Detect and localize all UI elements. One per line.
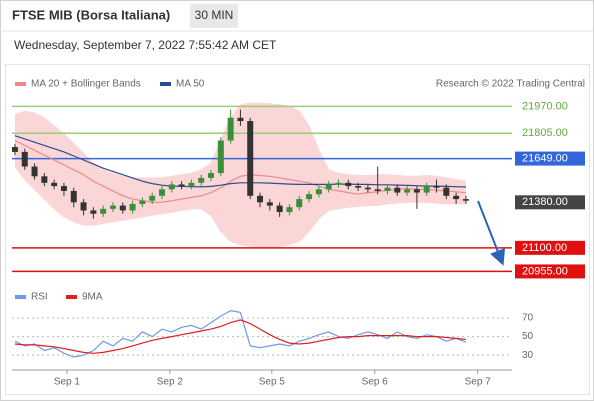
candle-body bbox=[11, 147, 18, 152]
candle-body bbox=[90, 210, 97, 214]
level-label: 21100.00 bbox=[522, 242, 567, 254]
candle-body bbox=[335, 182, 342, 185]
candle-body bbox=[413, 189, 420, 193]
candle-body bbox=[355, 186, 362, 188]
level-box bbox=[515, 195, 585, 210]
candle-body bbox=[168, 184, 175, 190]
timeframe: 30 MIN bbox=[195, 8, 234, 22]
candle-body bbox=[178, 184, 185, 187]
candle-body bbox=[80, 202, 87, 211]
candle-body bbox=[247, 121, 254, 196]
legend-label: RSI bbox=[31, 292, 48, 303]
candle-body bbox=[237, 117, 244, 122]
candle-body bbox=[41, 176, 48, 183]
rsi-line bbox=[14, 309, 467, 358]
timeframe-badge bbox=[190, 4, 238, 28]
legend-swatch bbox=[15, 82, 26, 86]
candle-body bbox=[60, 186, 67, 191]
candle-body bbox=[453, 195, 460, 200]
candle-body bbox=[149, 195, 156, 201]
level-label: 21805.00 bbox=[522, 127, 568, 139]
candle-body bbox=[384, 187, 391, 191]
legend-swatch bbox=[15, 295, 26, 299]
level-label: 20955.00 bbox=[522, 265, 568, 277]
level-label: 21970.00 bbox=[522, 100, 568, 112]
candle-body bbox=[404, 189, 411, 193]
candle-body bbox=[159, 189, 165, 196]
candle-body bbox=[139, 200, 146, 204]
bollinger-band bbox=[14, 103, 466, 248]
candle-body bbox=[119, 205, 126, 211]
legend-label: 9MA bbox=[82, 292, 103, 303]
candle-body bbox=[51, 182, 58, 187]
level-label: 21649.00 bbox=[522, 152, 568, 164]
date: Wednesday, September 7, 2022 7:55:42 AM … bbox=[14, 38, 277, 52]
candle-body bbox=[315, 189, 322, 195]
level-box bbox=[515, 151, 585, 166]
candle-body bbox=[129, 203, 136, 211]
candle-body bbox=[276, 205, 283, 213]
candle-body bbox=[325, 184, 332, 190]
candle-body bbox=[257, 195, 264, 203]
candle-body bbox=[443, 187, 450, 196]
candle-body bbox=[345, 182, 352, 187]
candle-body bbox=[296, 199, 303, 208]
y-tick-label: 30 bbox=[522, 350, 534, 361]
level-box bbox=[515, 240, 585, 255]
candle-body bbox=[306, 194, 313, 200]
x-tick-label: Sep 6 bbox=[362, 377, 389, 388]
legend-swatch bbox=[160, 82, 171, 86]
candle-body bbox=[462, 199, 469, 201]
rsi-line bbox=[14, 319, 466, 354]
x-tick-label: Sep 1 bbox=[54, 377, 81, 388]
y-tick-label: 70 bbox=[522, 313, 534, 324]
legend-label: MA 20 + Bollinger Bands bbox=[31, 79, 141, 90]
candle-body bbox=[423, 186, 430, 193]
candle-body bbox=[100, 208, 107, 214]
candle-body bbox=[227, 117, 234, 141]
candle-body bbox=[433, 186, 440, 188]
candle-body bbox=[188, 182, 195, 187]
title: FTSE MIB (Borsa Italiana) bbox=[12, 7, 170, 22]
candle-body bbox=[208, 173, 215, 178]
ma-line bbox=[14, 139, 466, 203]
candle-body bbox=[374, 189, 381, 191]
candle-body bbox=[266, 202, 273, 206]
candle-body bbox=[70, 190, 77, 203]
chart-panel bbox=[5, 64, 590, 395]
candle-body bbox=[198, 177, 205, 183]
y-tick-label: 50 bbox=[522, 331, 534, 342]
legend-swatch bbox=[66, 295, 77, 299]
band-edge bbox=[14, 166, 466, 249]
legend-label: MA 50 bbox=[176, 79, 205, 90]
candle-body bbox=[21, 151, 28, 167]
candle-body bbox=[109, 205, 116, 209]
candle-body bbox=[217, 140, 224, 174]
x-tick-label: Sep 7 bbox=[465, 377, 492, 388]
x-tick-label: Sep 5 bbox=[259, 377, 286, 388]
source: Research © 2022 Trading Central bbox=[436, 79, 585, 90]
ma-line bbox=[14, 135, 466, 188]
level-label: 21380.00 bbox=[522, 196, 568, 208]
candle-body bbox=[286, 207, 293, 213]
band-edge bbox=[14, 102, 466, 182]
candle-body bbox=[394, 187, 401, 193]
x-tick-label: Sep 2 bbox=[157, 377, 184, 388]
level-box bbox=[515, 264, 585, 279]
candle-body bbox=[364, 187, 371, 190]
forecast-arrow bbox=[477, 200, 506, 266]
candle-body bbox=[31, 166, 38, 177]
